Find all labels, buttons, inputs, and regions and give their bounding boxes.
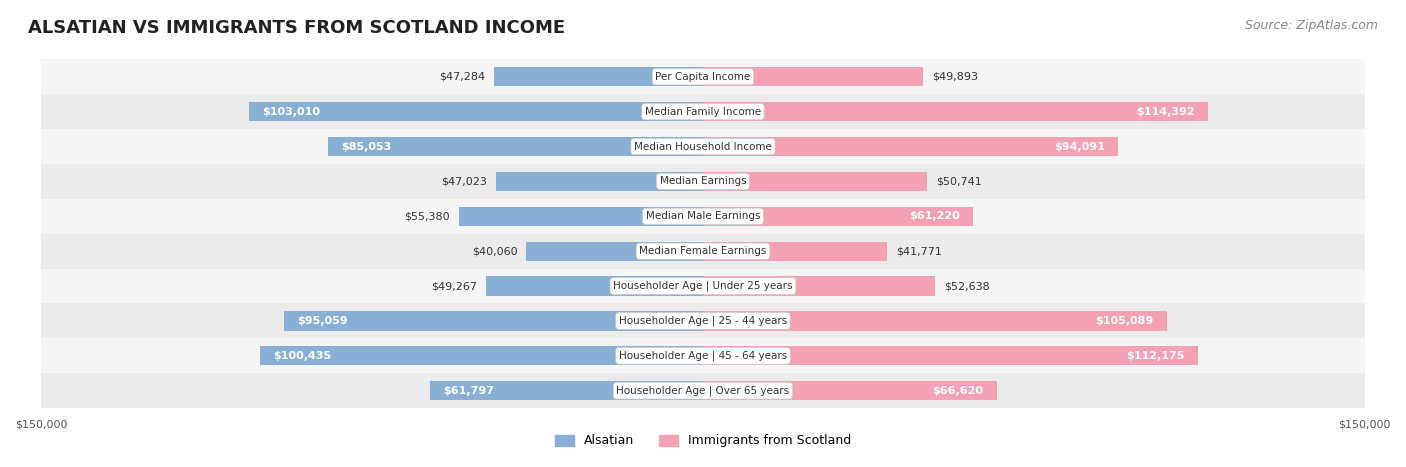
Bar xyxy=(495,67,703,86)
Text: $105,089: $105,089 xyxy=(1095,316,1153,326)
Text: Householder Age | 25 - 44 years: Householder Age | 25 - 44 years xyxy=(619,316,787,326)
Bar xyxy=(485,276,703,296)
Bar xyxy=(526,241,703,261)
Text: $85,053: $85,053 xyxy=(342,142,391,151)
Text: Median Male Earnings: Median Male Earnings xyxy=(645,211,761,221)
Text: $47,284: $47,284 xyxy=(440,72,485,82)
Bar xyxy=(41,94,1365,129)
Text: Per Capita Income: Per Capita Income xyxy=(655,72,751,82)
Text: $112,175: $112,175 xyxy=(1126,351,1185,361)
Text: $49,893: $49,893 xyxy=(932,72,979,82)
Bar xyxy=(249,102,703,121)
Text: $114,392: $114,392 xyxy=(1136,106,1195,117)
Bar xyxy=(41,199,1365,234)
Bar xyxy=(703,381,997,400)
Text: $47,023: $47,023 xyxy=(441,177,486,186)
Text: Median Female Earnings: Median Female Earnings xyxy=(640,246,766,256)
Bar xyxy=(703,207,973,226)
Text: Median Family Income: Median Family Income xyxy=(645,106,761,117)
Bar xyxy=(41,234,1365,269)
Bar xyxy=(284,311,703,331)
Bar xyxy=(430,381,703,400)
Bar xyxy=(703,67,924,86)
Bar xyxy=(703,172,927,191)
Bar xyxy=(41,59,1365,94)
Text: $50,741: $50,741 xyxy=(935,177,981,186)
Text: ALSATIAN VS IMMIGRANTS FROM SCOTLAND INCOME: ALSATIAN VS IMMIGRANTS FROM SCOTLAND INC… xyxy=(28,19,565,37)
Bar xyxy=(703,346,1198,365)
Text: Median Household Income: Median Household Income xyxy=(634,142,772,151)
Text: $61,797: $61,797 xyxy=(444,386,495,396)
Text: $95,059: $95,059 xyxy=(297,316,347,326)
Bar xyxy=(703,137,1118,156)
Bar xyxy=(328,137,703,156)
Bar xyxy=(703,102,1208,121)
Text: $61,220: $61,220 xyxy=(910,211,960,221)
Bar xyxy=(260,346,703,365)
Bar xyxy=(703,241,887,261)
Bar xyxy=(495,172,703,191)
Text: Median Earnings: Median Earnings xyxy=(659,177,747,186)
Bar xyxy=(41,269,1365,304)
Text: $66,620: $66,620 xyxy=(932,386,984,396)
Text: $41,771: $41,771 xyxy=(896,246,942,256)
Bar xyxy=(41,339,1365,373)
Text: Householder Age | Over 65 years: Householder Age | Over 65 years xyxy=(616,385,790,396)
Text: Householder Age | 45 - 64 years: Householder Age | 45 - 64 years xyxy=(619,351,787,361)
Text: $40,060: $40,060 xyxy=(472,246,517,256)
Text: $49,267: $49,267 xyxy=(430,281,477,291)
Bar xyxy=(41,164,1365,199)
Bar xyxy=(41,373,1365,408)
Bar xyxy=(703,311,1167,331)
Text: $103,010: $103,010 xyxy=(262,106,319,117)
Text: $94,091: $94,091 xyxy=(1054,142,1105,151)
Legend: Alsatian, Immigrants from Scotland: Alsatian, Immigrants from Scotland xyxy=(550,429,856,453)
Bar xyxy=(458,207,703,226)
Text: $55,380: $55,380 xyxy=(405,211,450,221)
Text: Householder Age | Under 25 years: Householder Age | Under 25 years xyxy=(613,281,793,291)
Bar xyxy=(41,129,1365,164)
Text: $52,638: $52,638 xyxy=(943,281,990,291)
Bar xyxy=(703,276,935,296)
Text: Source: ZipAtlas.com: Source: ZipAtlas.com xyxy=(1244,19,1378,32)
Bar xyxy=(41,304,1365,339)
Text: $100,435: $100,435 xyxy=(273,351,332,361)
